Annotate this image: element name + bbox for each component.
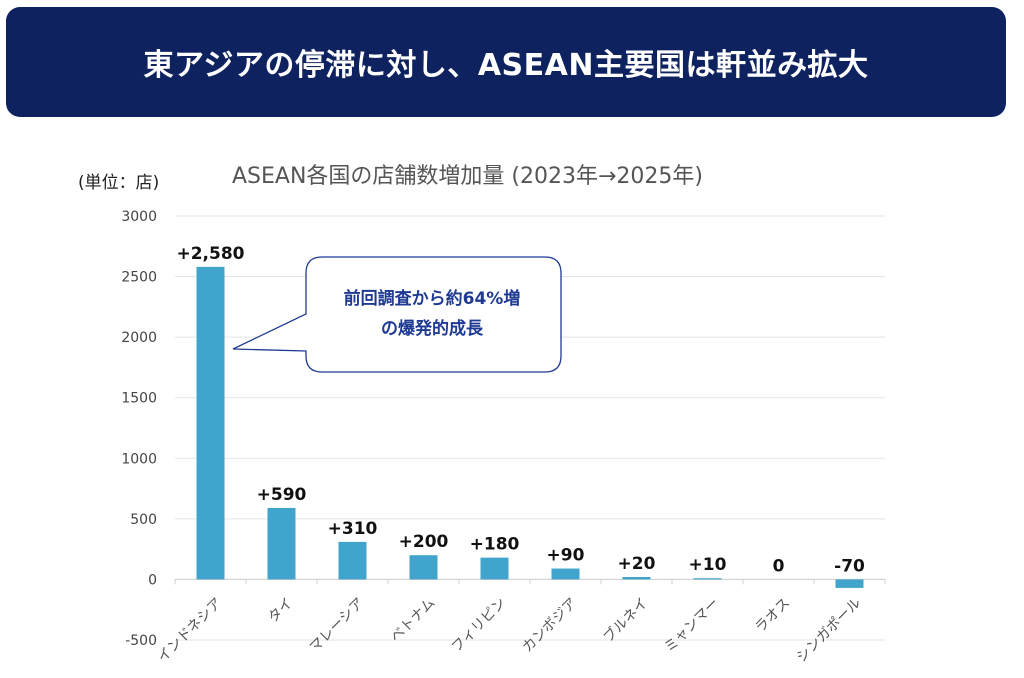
y-tick-label: 0 [148,572,157,588]
callout-bubble [232,256,562,373]
bar [551,568,580,580]
data-label: +10 [689,555,727,575]
category-label: ラオス [752,595,793,636]
callout-text: 前回調査から約64%増 の爆発的成長 [306,284,558,344]
bar [622,577,651,580]
banner-title: 東アジアの停滞に対し、ASEAN主要国は軒並み拡大 [143,48,869,83]
y-tick-label: 500 [130,512,157,528]
data-label: +180 [470,535,520,555]
bar [196,266,225,580]
y-tick-label: -500 [125,633,157,649]
data-label: 0 [773,556,785,576]
bar [693,578,722,580]
title-banner: 東アジアの停滞に対し、ASEAN主要国は軒並み拡大 [6,7,1006,117]
data-label: -70 [834,556,865,576]
bar [480,557,509,580]
data-label: +200 [399,532,449,552]
y-tick-label: 1000 [121,451,157,467]
y-tick-label: 2500 [121,270,157,286]
chart-title: ASEAN各国の店舗数増加量 (2023年→2025年) [232,164,703,189]
y-tick-label: 2000 [121,330,157,346]
category-label: マレーシア [307,595,368,656]
category-label: フィリピン [449,595,510,656]
category-label: ブルネイ [600,594,652,646]
category-label: タイ [265,595,296,626]
callout-line-2: の爆発的成長 [381,319,483,339]
category-label: インドネシア [155,595,226,666]
callout-line-1: 前回調査から約64%増 [343,289,521,309]
category-label: ベトナム [388,595,439,646]
category-label: ミャンマー [662,595,723,656]
bar [835,579,864,588]
data-label: +20 [618,554,656,574]
bar [338,541,367,580]
bar [267,507,296,580]
y-tick-label: 3000 [121,209,157,225]
category-label: カンボジア [520,595,581,656]
data-label: +590 [257,485,307,505]
data-label: +2,580 [176,244,244,264]
data-label: +310 [328,519,378,539]
bar [409,555,438,580]
category-label: シンガポール [794,595,865,666]
data-label: +90 [547,546,585,566]
unit-label: (単位：店) [78,173,160,193]
y-tick-label: 1500 [121,391,157,407]
